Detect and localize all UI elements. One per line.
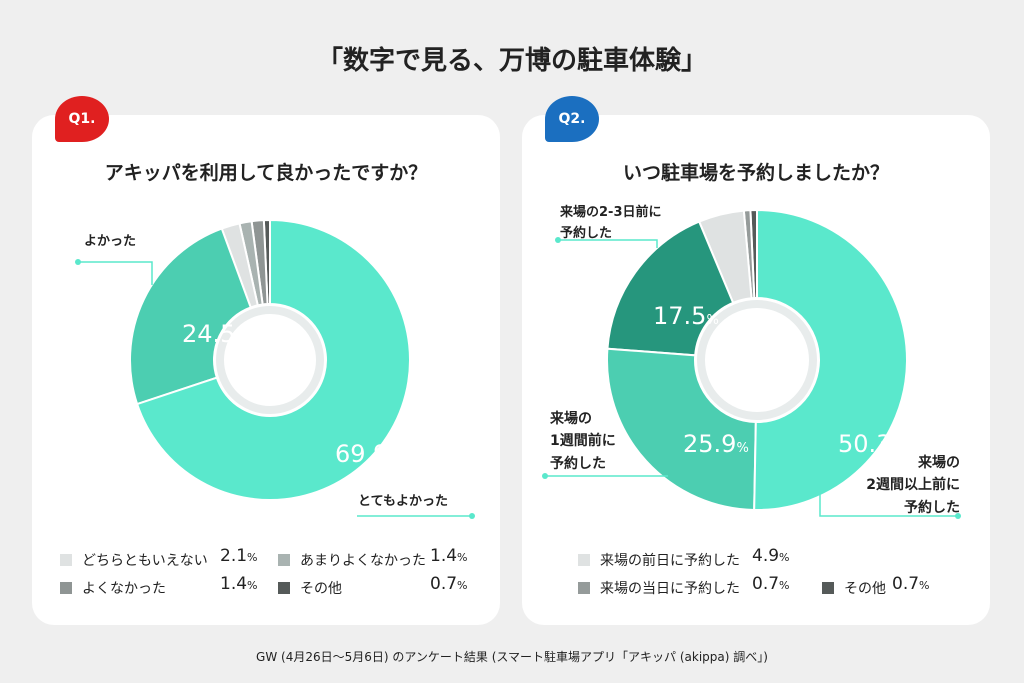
- q1-legend-value-4: 1.4%: [220, 574, 258, 594]
- legend-label: その他: [300, 581, 342, 597]
- legend-label: よくなかった: [82, 581, 166, 597]
- legend-swatch: [822, 582, 834, 594]
- q1-question: アキッパを利用して良かったですか？: [104, 162, 428, 184]
- q1-slice-label-0: 69.9%: [335, 440, 401, 468]
- unit: %: [235, 331, 248, 346]
- q1-donut-hole: [216, 306, 324, 414]
- q2-badge: Q2.: [545, 96, 599, 142]
- value: 0.7: [752, 574, 780, 594]
- unit: %: [779, 551, 790, 564]
- q1-legend-item-5: その他: [278, 578, 342, 598]
- unit: %: [457, 579, 468, 592]
- q1-legend-item-3: あまりよくなかった: [278, 550, 426, 570]
- legend-swatch: [60, 582, 72, 594]
- legend-swatch: [578, 582, 590, 594]
- q1-callout-1: よかった: [84, 234, 137, 249]
- q2-slice-label-2: 17.5%: [653, 302, 719, 330]
- value: 17.5: [653, 302, 707, 330]
- callout-line: 予約した: [904, 499, 960, 516]
- q2-question: いつ駐車場を予約しましたか？: [622, 162, 889, 184]
- value: 0.7: [430, 574, 458, 594]
- q2-slice-2: [606, 220, 735, 357]
- q2-callout-1: 来場の 1週間前に予約した: [550, 408, 616, 475]
- unit: %: [779, 579, 790, 592]
- q1-slice-0: [135, 218, 411, 501]
- q2-slice-0: [753, 208, 908, 511]
- callout-line: 予約した: [550, 455, 606, 472]
- unit: %: [891, 441, 904, 456]
- callout-line: 来場の2-3日前に: [560, 205, 662, 220]
- value: 69.9: [335, 440, 389, 468]
- q2-slice-label-0: 50.3%: [838, 430, 904, 458]
- callout-line: 来場の: [550, 411, 592, 427]
- legend-label: あまりよくなかった: [300, 553, 426, 569]
- unit: %: [388, 451, 401, 466]
- page-title: 「数字で見る、万博の駐車体験」: [316, 46, 707, 76]
- unit: %: [247, 551, 258, 564]
- value: 1.4: [430, 546, 458, 566]
- q1-badge: Q1.: [55, 96, 109, 142]
- value: 0.7: [892, 574, 920, 594]
- q1-legend-value-5: 0.7%: [430, 574, 468, 594]
- legend-swatch: [60, 554, 72, 566]
- callout-line: 1週間前に: [550, 433, 616, 450]
- callout-line: 来場の: [918, 455, 960, 471]
- q2-legend-item-4: 来場の当日に予約した: [578, 578, 740, 598]
- legend-label: 来場の当日に予約した: [600, 581, 740, 597]
- q2-callout-2: 来場の2-3日前に 予約した: [560, 203, 662, 245]
- unit: %: [247, 579, 258, 592]
- value: 4.9: [752, 546, 780, 566]
- value: 50.3: [838, 430, 892, 458]
- q2-legend-value-4: 0.7%: [752, 574, 790, 594]
- q2-donut-hole: [697, 300, 817, 420]
- legend-swatch: [578, 554, 590, 566]
- legend-label: どちらともいえない: [82, 553, 208, 569]
- value: 24.5: [182, 320, 236, 348]
- value: 25.9: [683, 430, 737, 458]
- unit: %: [457, 551, 468, 564]
- q2-slice-label-1: 25.9%: [683, 430, 749, 458]
- value: 1.4: [220, 574, 248, 594]
- q2-legend-item-5: その他: [822, 578, 886, 598]
- q2-slice-1: [606, 347, 757, 511]
- q2-legend-value-3: 4.9%: [752, 546, 790, 566]
- q1-legend-value-2: 2.1%: [220, 546, 258, 566]
- q1-slice-label-1: 24.5%: [182, 320, 248, 348]
- legend-label: 来場の前日に予約した: [600, 553, 740, 569]
- unit: %: [706, 313, 719, 328]
- legend-label: その他: [844, 581, 886, 597]
- unit: %: [736, 441, 749, 456]
- value: 2.1: [220, 546, 248, 566]
- q1-legend-item-2: どちらともいえない: [60, 550, 208, 570]
- q2-legend-value-5: 0.7%: [892, 574, 930, 594]
- footer-note: GW (4月26日〜5月6日) のアンケート結果 (スマート駐車場アプリ「アキッ…: [256, 650, 768, 664]
- callout-line: 予約した: [560, 225, 613, 241]
- q1-legend-item-4: よくなかった: [60, 578, 166, 598]
- q1-legend-value-3: 1.4%: [430, 546, 468, 566]
- callout-line: 2週間以上前に: [866, 477, 960, 494]
- q1-callout-0: とてもよかった: [358, 494, 448, 509]
- unit: %: [919, 579, 930, 592]
- q2-callout-0: 来場の 2週間以上前に予約した: [866, 452, 960, 519]
- q2-legend-item-3: 来場の前日に予約した: [578, 550, 740, 570]
- q1-slice-1: [129, 227, 252, 406]
- q2-slice-3: [697, 209, 753, 305]
- legend-swatch: [278, 554, 290, 566]
- legend-swatch: [278, 582, 290, 594]
